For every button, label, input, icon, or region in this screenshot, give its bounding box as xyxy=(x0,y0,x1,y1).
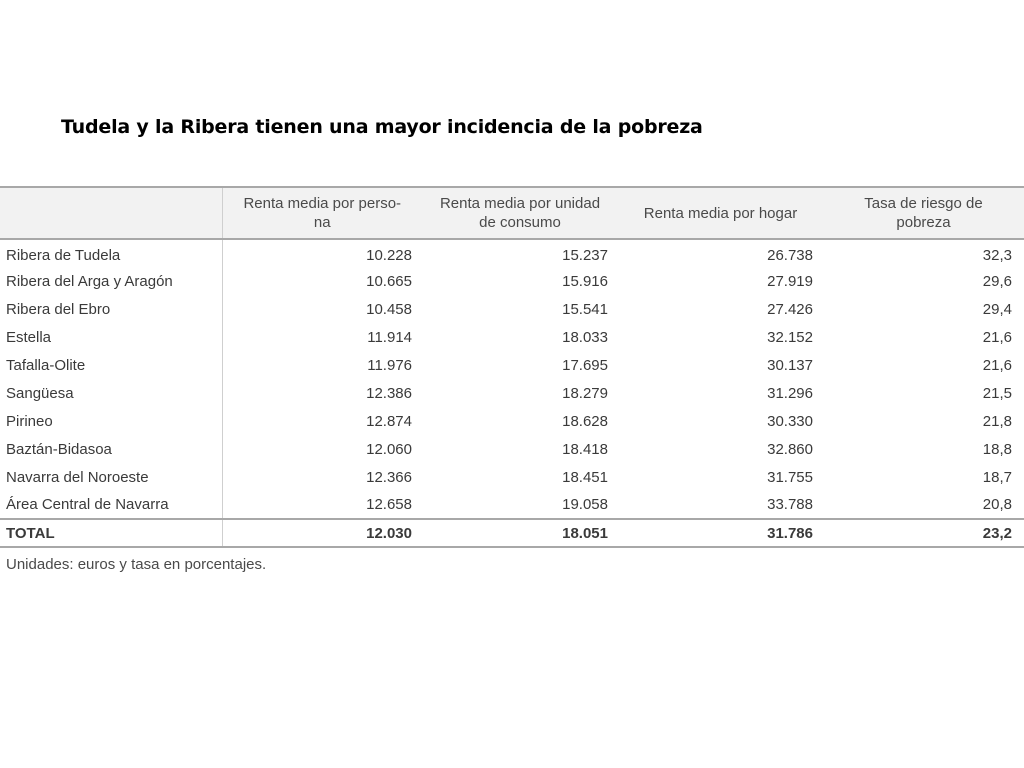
region-name-cell: Baztán-Bidasoa xyxy=(0,435,223,463)
renta-hogar-cell: 30.137 xyxy=(767,356,813,374)
region-name-cell: Ribera del Ebro xyxy=(0,295,223,323)
renta-unidad-consumo-cell: 18.279 xyxy=(562,384,608,402)
renta-hogar-cell: 32.860 xyxy=(767,440,813,458)
tasa-riesgo-pobreza-cell: 29,4 xyxy=(982,300,1012,318)
header-tasa-riesgo-pobreza: Tasa de riesgo de pobreza xyxy=(864,195,983,231)
renta-unidad-consumo-cell: 17.695 xyxy=(562,356,608,374)
renta-unidad-consumo-cell: 15.916 xyxy=(562,272,608,290)
tasa-riesgo-pobreza-cell: 20,8 xyxy=(982,496,1012,513)
header-region xyxy=(0,187,223,239)
tasa-riesgo-pobreza-cell: 21,6 xyxy=(982,328,1012,346)
renta-unidad-consumo-cell: 18.451 xyxy=(562,468,608,486)
renta-persona-cell: 12.366 xyxy=(366,468,412,486)
renta-hogar-cell: 27.426 xyxy=(767,300,813,318)
renta-hogar-cell: 31.296 xyxy=(767,384,813,402)
table-row: Ribera del Arga y Aragón 10.665 15.916 27.9… xyxy=(0,267,1024,295)
table-footnote: Unidades: euros y tasa en porcentajes. xyxy=(6,556,267,573)
table-body: Ribera de Tudela 10.228 15.237 26.738 32,3 Ri… xyxy=(0,239,1024,547)
tasa-riesgo-pobreza-cell: 29,6 xyxy=(982,272,1012,290)
tasa-riesgo-pobreza-cell: 21,6 xyxy=(982,356,1012,374)
header-renta-hogar: Renta media por hogar xyxy=(643,204,798,222)
table-row: Pirineo 12.874 18.628 30.330 21,8 xyxy=(0,407,1024,435)
region-name-cell: Área Central de Navarra xyxy=(0,491,223,519)
region-name-cell: Pirineo xyxy=(0,407,223,435)
income-table-container: Renta media por perso-na Renta media por… xyxy=(0,186,1024,548)
header-renta-persona: Renta media por perso-na xyxy=(243,195,402,231)
table-row: Estella 11.914 18.033 32.152 21,6 xyxy=(0,323,1024,351)
renta-hogar-cell: 27.919 xyxy=(767,272,813,290)
renta-persona-cell: 10.228 xyxy=(366,247,412,264)
renta-unidad-consumo-cell: 18.418 xyxy=(562,440,608,458)
total-renta-hogar-cell: 31.786 xyxy=(767,524,813,542)
income-table: Renta media por perso-na Renta media por… xyxy=(0,186,1024,548)
renta-unidad-consumo-cell: 19.058 xyxy=(562,496,608,513)
total-row: TOTAL 12.030 18.051 31.786 23,2 xyxy=(0,519,1024,547)
table-row: Baztán-Bidasoa 12.060 18.418 32.860 18,8 xyxy=(0,435,1024,463)
table-row: Ribera del Ebro 10.458 15.541 27.426 29,4 xyxy=(0,295,1024,323)
slide-title: Tudela y la Ribera tienen una mayor inci… xyxy=(61,116,703,138)
tasa-riesgo-pobreza-cell: 21,5 xyxy=(982,384,1012,402)
total-renta-unidad-consumo-cell: 18.051 xyxy=(562,524,608,542)
tasa-riesgo-pobreza-cell: 18,7 xyxy=(982,468,1012,486)
region-name-cell: Tafalla-Olite xyxy=(0,351,223,379)
region-name-cell: Sangüesa xyxy=(0,379,223,407)
renta-persona-cell: 12.060 xyxy=(366,440,412,458)
renta-unidad-consumo-cell: 15.541 xyxy=(562,300,608,318)
total-tasa-riesgo-pobreza-cell: 23,2 xyxy=(982,524,1012,542)
region-name-cell: Ribera del Arga y Aragón xyxy=(0,267,223,295)
header-renta-unidad-consumo: Renta media por unidad de consumo xyxy=(439,195,601,231)
renta-hogar-cell: 26.738 xyxy=(767,247,813,264)
renta-unidad-consumo-cell: 18.628 xyxy=(562,412,608,430)
renta-persona-cell: 11.976 xyxy=(367,356,412,374)
renta-persona-cell: 12.386 xyxy=(366,384,412,402)
region-name-cell: Navarra del Noroeste xyxy=(0,463,223,491)
renta-hogar-cell: 30.330 xyxy=(767,412,813,430)
renta-persona-cell: 10.458 xyxy=(366,300,412,318)
table-row: Sangüesa 12.386 18.279 31.296 21,5 xyxy=(0,379,1024,407)
tasa-riesgo-pobreza-cell: 32,3 xyxy=(982,247,1012,264)
total-renta-persona-cell: 12.030 xyxy=(366,524,412,542)
renta-hogar-cell: 32.152 xyxy=(767,328,813,346)
renta-persona-cell: 12.874 xyxy=(366,412,412,430)
table-row: Navarra del Noroeste 12.366 18.451 31.755 18… xyxy=(0,463,1024,491)
table-row: Tafalla-Olite 11.976 17.695 30.137 21,6 xyxy=(0,351,1024,379)
region-name-cell: Estella xyxy=(0,323,223,351)
renta-unidad-consumo-cell: 15.237 xyxy=(562,247,608,264)
table-row: Área Central de Navarra 12.658 19.058 33.78… xyxy=(0,491,1024,519)
region-name-cell: Ribera de Tudela xyxy=(0,239,223,267)
renta-persona-cell: 12.658 xyxy=(366,496,412,513)
tasa-riesgo-pobreza-cell: 18,8 xyxy=(982,440,1012,458)
renta-persona-cell: 10.665 xyxy=(366,272,412,290)
total-label-cell: TOTAL xyxy=(0,519,223,547)
table-row: Ribera de Tudela 10.228 15.237 26.738 32,3 xyxy=(0,239,1024,267)
renta-hogar-cell: 33.788 xyxy=(767,496,813,513)
renta-hogar-cell: 31.755 xyxy=(767,468,813,486)
renta-persona-cell: 11.914 xyxy=(367,328,412,346)
renta-unidad-consumo-cell: 18.033 xyxy=(562,328,608,346)
tasa-riesgo-pobreza-cell: 21,8 xyxy=(982,412,1012,430)
table-header-row: Renta media por perso-na Renta media por… xyxy=(0,187,1024,239)
